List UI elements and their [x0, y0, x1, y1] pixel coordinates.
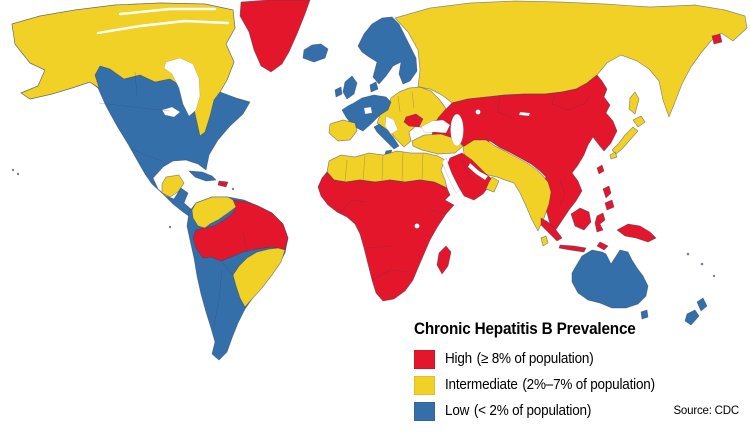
legend-swatch-high	[414, 349, 435, 369]
region-timor	[596, 241, 609, 251]
region-ireland	[334, 86, 343, 98]
lake-victoria	[414, 223, 420, 229]
region-italy	[373, 123, 400, 150]
region-sri-lanka	[540, 235, 549, 247]
region-iberia	[328, 119, 358, 142]
legend-title: Chronic Hepatitis B Prevalence	[414, 319, 636, 338]
legend-item-low: Low (< 2% of population)	[414, 401, 748, 421]
legend-item-intermediate: Intermediate (2%–7% of population)	[414, 375, 748, 395]
hawaii-speck	[16, 172, 20, 176]
caspian-sea	[450, 113, 464, 147]
region-new-zealand-south	[684, 309, 700, 326]
pacific-island-speck	[700, 262, 704, 266]
region-borneo	[570, 207, 592, 231]
region-taiwan	[596, 164, 605, 175]
black-sea	[420, 119, 451, 134]
region-oman	[485, 176, 500, 193]
region-turkey	[411, 133, 464, 155]
legend-item-high: High (≥ 8% of population)	[414, 349, 748, 369]
hudson-bay	[163, 57, 201, 117]
region-amazon-guyanas-peru	[192, 199, 289, 262]
region-java	[558, 244, 587, 253]
region-japan-honshu	[611, 126, 639, 155]
aral-sea	[475, 109, 481, 115]
legend-label-intermediate: Intermediate (2%–7% of population)	[445, 377, 655, 393]
region-colombia-venezuela	[191, 196, 237, 229]
region-balkan-gap	[384, 115, 399, 135]
region-philippines-mindanao	[604, 199, 615, 211]
region-alpine-gap	[363, 106, 373, 115]
region-tasmania	[640, 309, 649, 320]
legend-swatch-intermediate	[414, 375, 435, 395]
lake-balkhash	[518, 111, 531, 117]
country-borders	[98, 71, 591, 331]
region-hispaniola-area	[217, 180, 229, 188]
region-madagascar	[436, 245, 452, 275]
galapagos-speck	[168, 225, 172, 229]
region-philippines-luzon	[602, 185, 612, 199]
region-denmark	[369, 81, 379, 93]
region-russia	[394, 0, 748, 118]
legend-swatch-low	[414, 401, 435, 421]
legend: Chronic Hepatitis B Prevalence High (≥ 8%…	[414, 319, 748, 427]
region-sumatra	[540, 217, 563, 242]
arctic-channel-1	[96, 19, 230, 35]
region-australia	[571, 249, 649, 309]
region-sub-saharan-africa	[317, 171, 455, 302]
pacific-island-speck	[686, 252, 690, 256]
region-new-guinea	[616, 223, 657, 243]
region-japan-kyushu	[609, 151, 618, 160]
region-new-zealand-north	[696, 297, 708, 312]
region-greenland	[239, 0, 311, 73]
region-iceland	[302, 43, 329, 63]
region-iran-afghanistan-pakistan-india	[462, 139, 552, 232]
region-bering-tip	[711, 33, 723, 45]
red-sea	[441, 157, 461, 194]
arctic-channel-2	[118, 7, 217, 16]
region-brazil	[232, 247, 286, 308]
region-yucatan-guatemala	[161, 174, 185, 198]
pacific-island-speck	[712, 274, 716, 278]
region-united-kingdom	[342, 75, 358, 100]
region-sulawesi	[594, 212, 606, 233]
antilles-speck	[231, 187, 235, 191]
legend-label-high: High (≥ 8% of population)	[445, 351, 594, 367]
region-japan-hokkaido	[632, 115, 646, 128]
region-sakhalin	[628, 91, 640, 115]
hawaii-speck	[11, 168, 15, 172]
region-romania-bulgaria	[403, 113, 424, 128]
region-scandinavia	[357, 16, 418, 85]
persian-gulf	[467, 162, 489, 181]
great-lakes	[161, 106, 181, 118]
source-label: Source: CDC	[673, 405, 739, 417]
legend-label-low: Low (< 2% of population)	[445, 403, 592, 419]
region-cuba	[188, 170, 217, 182]
